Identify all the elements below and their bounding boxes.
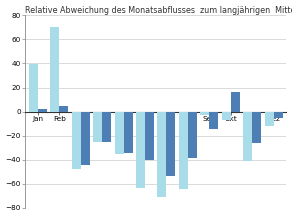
- Bar: [59, 106, 68, 112]
- Bar: [188, 112, 197, 158]
- Bar: [243, 112, 252, 161]
- Bar: [252, 112, 261, 143]
- Bar: [124, 112, 133, 153]
- Text: Relative Abweichung des Monatsabflusses  zum langjährigen  Mittel  in [%]: Relative Abweichung des Monatsabflusses …: [25, 6, 292, 15]
- Bar: [157, 112, 166, 197]
- Bar: [209, 112, 218, 129]
- Bar: [81, 112, 90, 165]
- Bar: [29, 64, 38, 112]
- Bar: [145, 112, 154, 160]
- Bar: [166, 112, 175, 176]
- Bar: [72, 112, 81, 169]
- Bar: [115, 112, 124, 154]
- Bar: [93, 112, 102, 142]
- Bar: [274, 112, 283, 118]
- Bar: [200, 112, 209, 115]
- Bar: [102, 112, 111, 142]
- Bar: [231, 92, 240, 112]
- Bar: [51, 27, 59, 112]
- Bar: [179, 112, 188, 189]
- Bar: [222, 112, 231, 120]
- Bar: [265, 112, 274, 126]
- Bar: [38, 109, 47, 112]
- Bar: [136, 112, 145, 188]
